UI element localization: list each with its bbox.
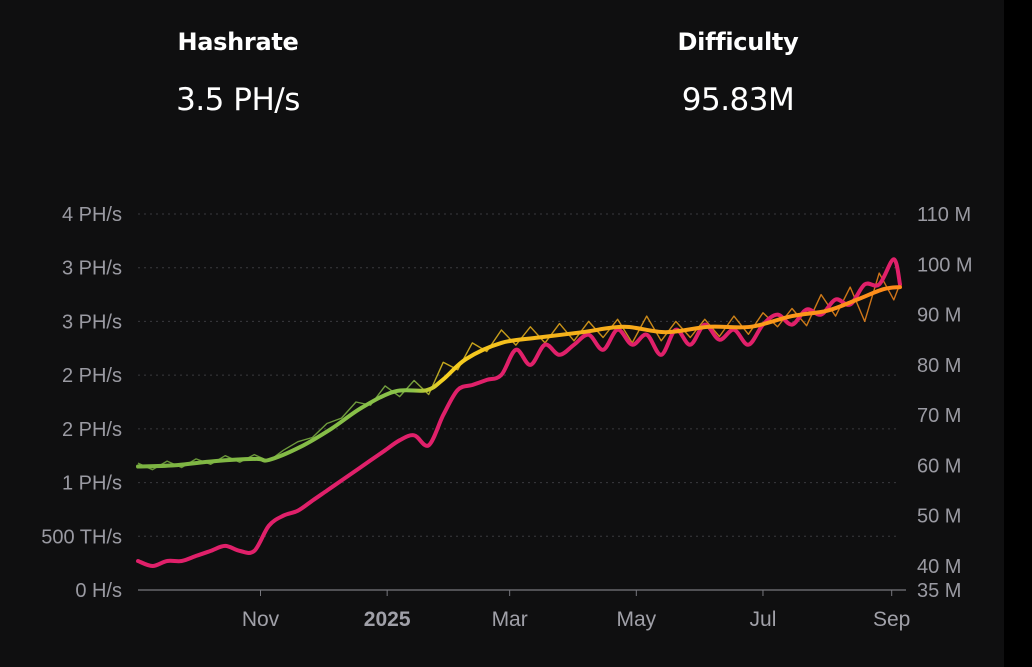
grid-lines <box>138 213 906 591</box>
right-tick-label: 40 M <box>917 556 961 578</box>
difficulty-stat: Difficulty 95.83M <box>608 28 868 118</box>
x-tick-label: Nov <box>242 608 280 631</box>
hashrate-stat: Hashrate 3.5 PH/s <box>108 28 368 118</box>
x-tick-label: Sep <box>873 608 910 631</box>
left-tick-label: 2 PH/s <box>62 419 122 441</box>
right-tick-label: 60 M <box>917 455 961 477</box>
right-tick-label: 110 M <box>917 204 971 226</box>
left-tick-label: 0 H/s <box>75 580 122 602</box>
hashrate-label: Hashrate <box>177 28 299 56</box>
right-y-axis: 35 M40 M 50 M 60 M 70 M 80 M 90 M 100 M 110 M <box>917 204 973 602</box>
difficulty-line <box>136 257 902 568</box>
left-tick-label: 1 PH/s <box>62 473 122 495</box>
right-tick-label: 80 M <box>917 355 961 377</box>
difficulty-value: 95.83M <box>681 82 795 118</box>
series-layer <box>136 257 902 568</box>
x-tick-label: Jul <box>750 608 777 631</box>
left-y-axis: 0 H/s 500 TH/s 1 PH/s 2 PH/s 2 PH/s 3 PH/s 3 P… <box>41 204 122 602</box>
right-tick-label: 70 M <box>917 405 961 427</box>
right-tick-label: 90 M <box>917 305 961 327</box>
hashrate-raw-line <box>137 272 901 471</box>
x-tick-label: Mar <box>492 608 528 631</box>
right-tick-label: 35 M <box>917 580 961 602</box>
left-tick-label: 500 TH/s <box>41 526 122 548</box>
right-tick-label: 50 M <box>917 506 961 528</box>
hashrate-difficulty-chart[interactable]: 0 H/s 500 TH/s 1 PH/s 2 PH/s 2 PH/s 3 PH/s 3 P… <box>0 0 1004 667</box>
left-tick-label: 3 PH/s <box>62 258 122 280</box>
hashrate-smooth-line <box>136 285 902 469</box>
left-tick-label: 2 PH/s <box>62 365 122 387</box>
dashboard-panel: Hashrate 3.5 PH/s Difficulty 95.83M 0 H/… <box>0 0 1004 667</box>
x-tick-label: 2025 <box>364 608 411 631</box>
hashrate-value: 3.5 PH/s <box>176 82 300 118</box>
x-tick-label: May <box>616 608 656 631</box>
difficulty-label: Difficulty <box>677 28 799 56</box>
x-axis: Nov 2025 Mar May Jul Sep <box>242 590 910 631</box>
right-tick-label: 100 M <box>917 254 973 276</box>
left-tick-label: 4 PH/s <box>62 204 122 226</box>
left-tick-label: 3 PH/s <box>62 311 122 333</box>
